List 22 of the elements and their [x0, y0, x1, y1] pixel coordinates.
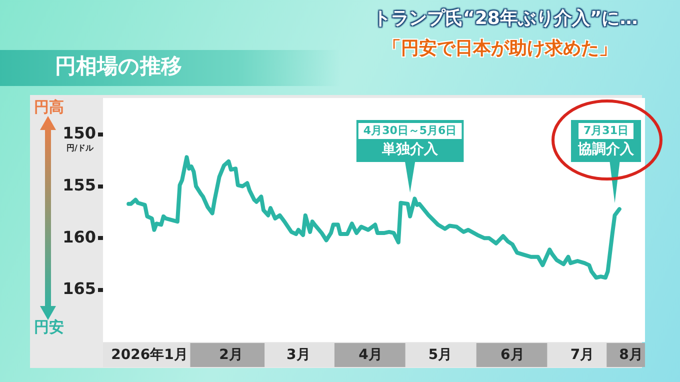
y-tick-label: 155: [62, 175, 96, 194]
y-tick-label: 160: [62, 227, 96, 246]
x-tick-label: 2月: [219, 347, 243, 364]
annotation: 協調介入: [577, 140, 635, 158]
y-tick-label: 165: [62, 279, 96, 298]
annotation: 単独介入: [381, 142, 440, 158]
text: 円安: [34, 318, 64, 337]
chart-title: 円相場の推移: [55, 53, 182, 80]
x-tick-label: 4月: [358, 347, 382, 364]
x-tick-label: 8月: [619, 347, 643, 364]
annotation: 4月30日～5月6日: [363, 124, 457, 137]
x-tick-label: 6月: [500, 347, 524, 364]
text: 「円安で日本が助け求めた」: [383, 37, 617, 60]
x-tick-label: 5月: [428, 347, 452, 364]
x-tick-label: 7月: [570, 347, 594, 364]
x-tick-label: 2026年1月: [111, 347, 188, 364]
y-tick-label: 150: [62, 123, 96, 142]
text: 円高: [34, 98, 64, 117]
text: トランプ氏“28年ぶり介入”に…: [373, 7, 638, 30]
annotation: 7月31日: [584, 124, 628, 137]
x-tick-label: 3月: [286, 347, 310, 364]
y-axis-title: 円/ドル: [66, 143, 94, 152]
